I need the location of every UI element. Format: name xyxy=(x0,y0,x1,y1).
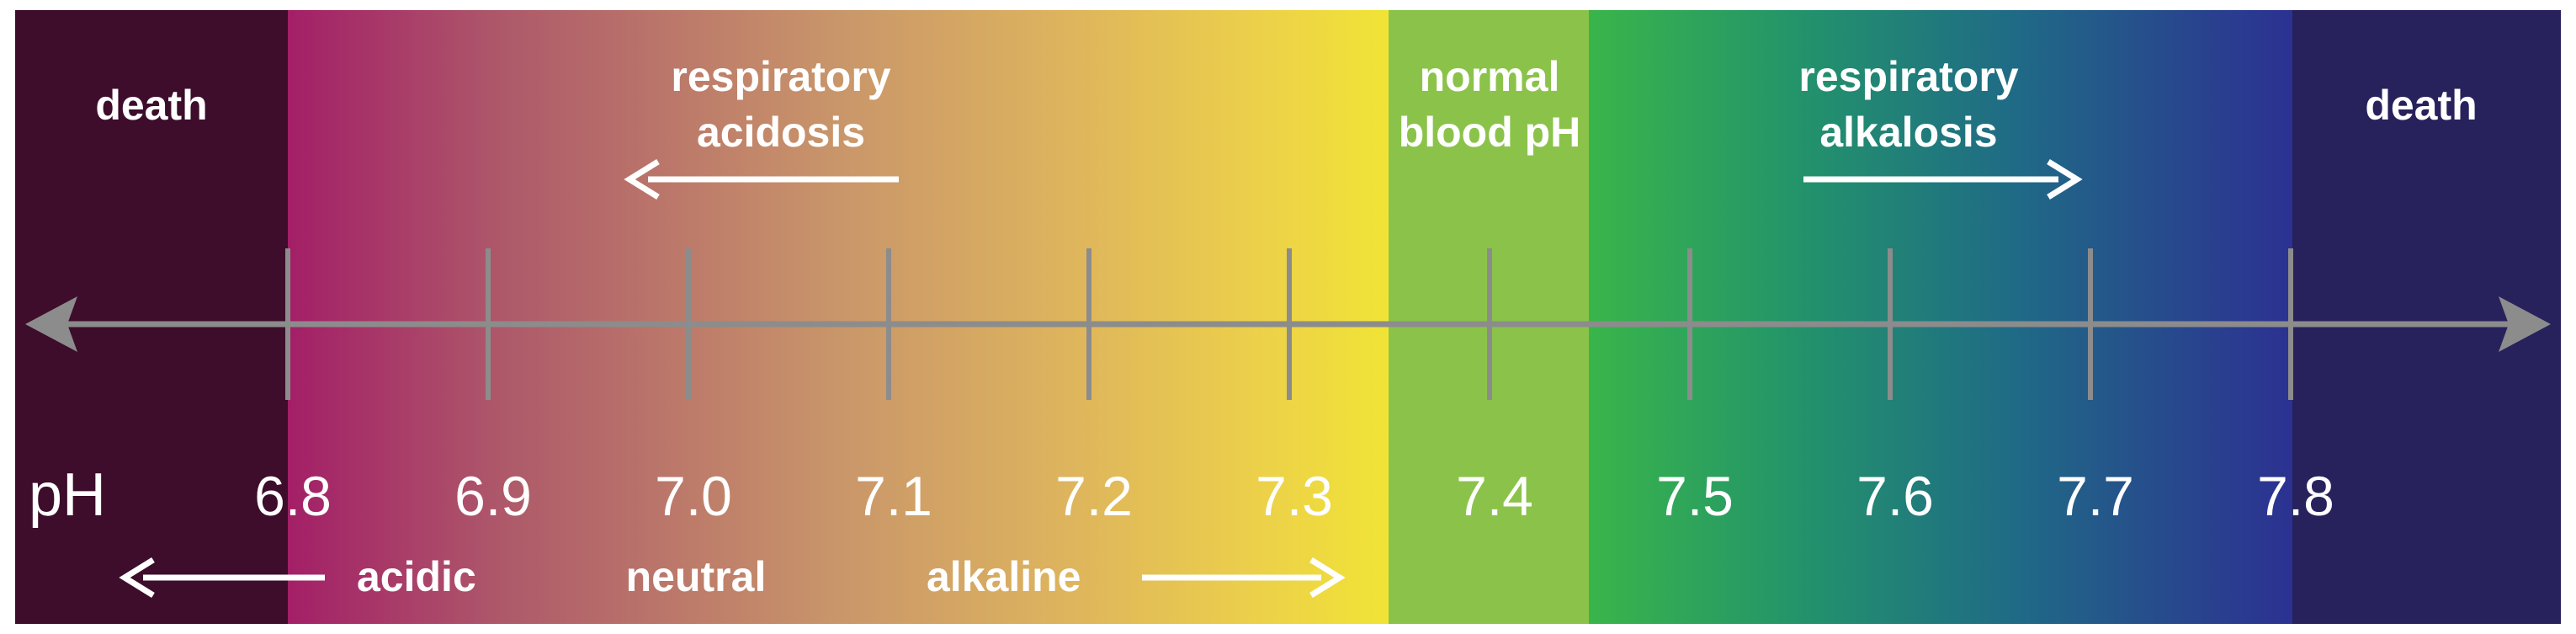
tick-label: 7.0 xyxy=(655,465,732,527)
respiratory-alkalosis-label-line2: alkalosis xyxy=(1819,109,1997,156)
acidosis-gradient-band xyxy=(288,10,1390,624)
tick-label: 7.2 xyxy=(1055,465,1133,527)
alkaline-arrow-icon xyxy=(1142,557,1346,598)
ph-axis xyxy=(25,248,2551,400)
respiratory-acidosis-label-line1: respiratory xyxy=(671,53,890,100)
acidic-label: acidic xyxy=(357,553,476,600)
ph-unit-label: pH xyxy=(29,461,106,529)
alkalosis-arrow-icon xyxy=(1803,159,2083,200)
axis-arrow-right-icon xyxy=(2499,296,2551,352)
death-label-left: death xyxy=(95,82,207,129)
tick-label: 6.8 xyxy=(254,465,332,527)
acidosis-arrow-icon xyxy=(624,159,899,200)
tick-label: 7.6 xyxy=(1856,465,1934,527)
tick-label: 7.1 xyxy=(855,465,932,527)
tick-label: 7.8 xyxy=(2257,465,2334,527)
acidic-arrow-icon xyxy=(119,557,325,598)
tick-label: 7.7 xyxy=(2057,465,2134,527)
alkalosis-gradient-band xyxy=(1589,10,2294,624)
respiratory-acidosis-label-line2: acidosis xyxy=(697,109,865,156)
tick-label: 7.5 xyxy=(1656,465,1734,527)
respiratory-alkalosis-label-line1: respiratory xyxy=(1798,53,2018,100)
tick-label: 7.3 xyxy=(1256,465,1333,527)
normal-blood-ph-label-line2: blood pH xyxy=(1399,109,1581,156)
alkaline-label: alkaline xyxy=(927,553,1081,600)
axis-arrow-left-icon xyxy=(25,296,77,352)
tick-labels: 6.8 6.9 7.0 7.1 7.2 7.3 7.4 7.5 7.6 7.7 7.8 xyxy=(254,465,2334,527)
neutral-label: neutral xyxy=(626,553,767,600)
tick-label: 7.4 xyxy=(1456,465,1533,527)
tick-marks xyxy=(285,248,2293,400)
normal-blood-ph-label-line1: normal xyxy=(1420,53,1560,100)
tick-label: 6.9 xyxy=(454,465,532,527)
death-label-right: death xyxy=(2365,82,2477,129)
